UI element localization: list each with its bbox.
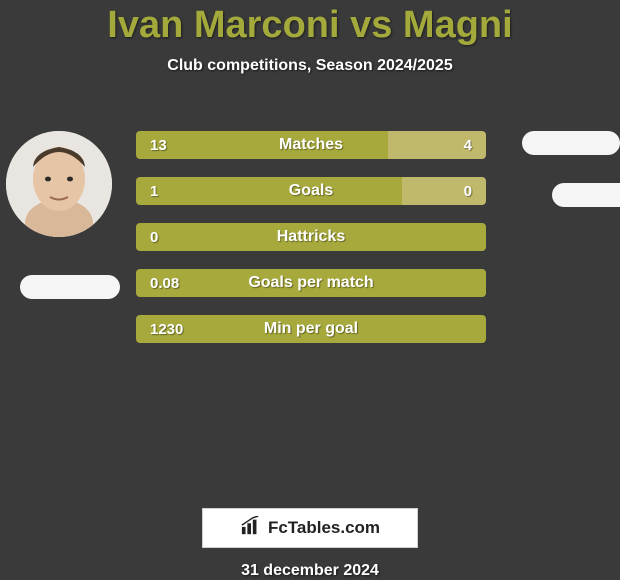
- stat-bar-left-seg: 1230: [136, 315, 486, 343]
- stat-right-value: 4: [464, 137, 472, 154]
- player-right-avatar-pill: [522, 131, 620, 155]
- comparison-body: 134Matches10Goals0Hattricks0.08Goals per…: [0, 105, 620, 248]
- stat-bar-right-seg: 4: [388, 131, 486, 159]
- stat-left-value: 1230: [150, 321, 183, 338]
- brand-badge: FcTables.com: [202, 508, 418, 548]
- stat-bar: 10Goals: [136, 177, 486, 205]
- stat-bar-left-seg: 13: [136, 131, 388, 159]
- stat-bars: 134Matches10Goals0Hattricks0.08Goals per…: [136, 131, 486, 343]
- player-left-country-pill: [20, 275, 120, 299]
- chart-icon: [240, 516, 262, 541]
- date-text: 31 december 2024: [241, 562, 379, 580]
- stat-right-value: 0: [464, 183, 472, 200]
- brand-text: FcTables.com: [268, 518, 380, 538]
- stat-bar-left-seg: 0.08: [136, 269, 486, 297]
- stat-bar: 134Matches: [136, 131, 486, 159]
- stat-left-value: 13: [150, 137, 167, 154]
- stat-bar-left-seg: 0: [136, 223, 486, 251]
- stat-left-value: 0.08: [150, 275, 179, 292]
- page-title: Ivan Marconi vs Magni: [107, 4, 512, 47]
- stat-bar: 0Hattricks: [136, 223, 486, 251]
- page-subtitle: Club competitions, Season 2024/2025: [167, 57, 452, 75]
- stat-bar-left-seg: 1: [136, 177, 402, 205]
- stat-bar: 1230Min per goal: [136, 315, 486, 343]
- stat-left-value: 0: [150, 229, 158, 246]
- stat-left-value: 1: [150, 183, 158, 200]
- player-left-avatar: [6, 131, 112, 237]
- player-right-country-pill: [552, 183, 620, 207]
- stat-bar: 0.08Goals per match: [136, 269, 486, 297]
- stat-bar-right-seg: 0: [402, 177, 486, 205]
